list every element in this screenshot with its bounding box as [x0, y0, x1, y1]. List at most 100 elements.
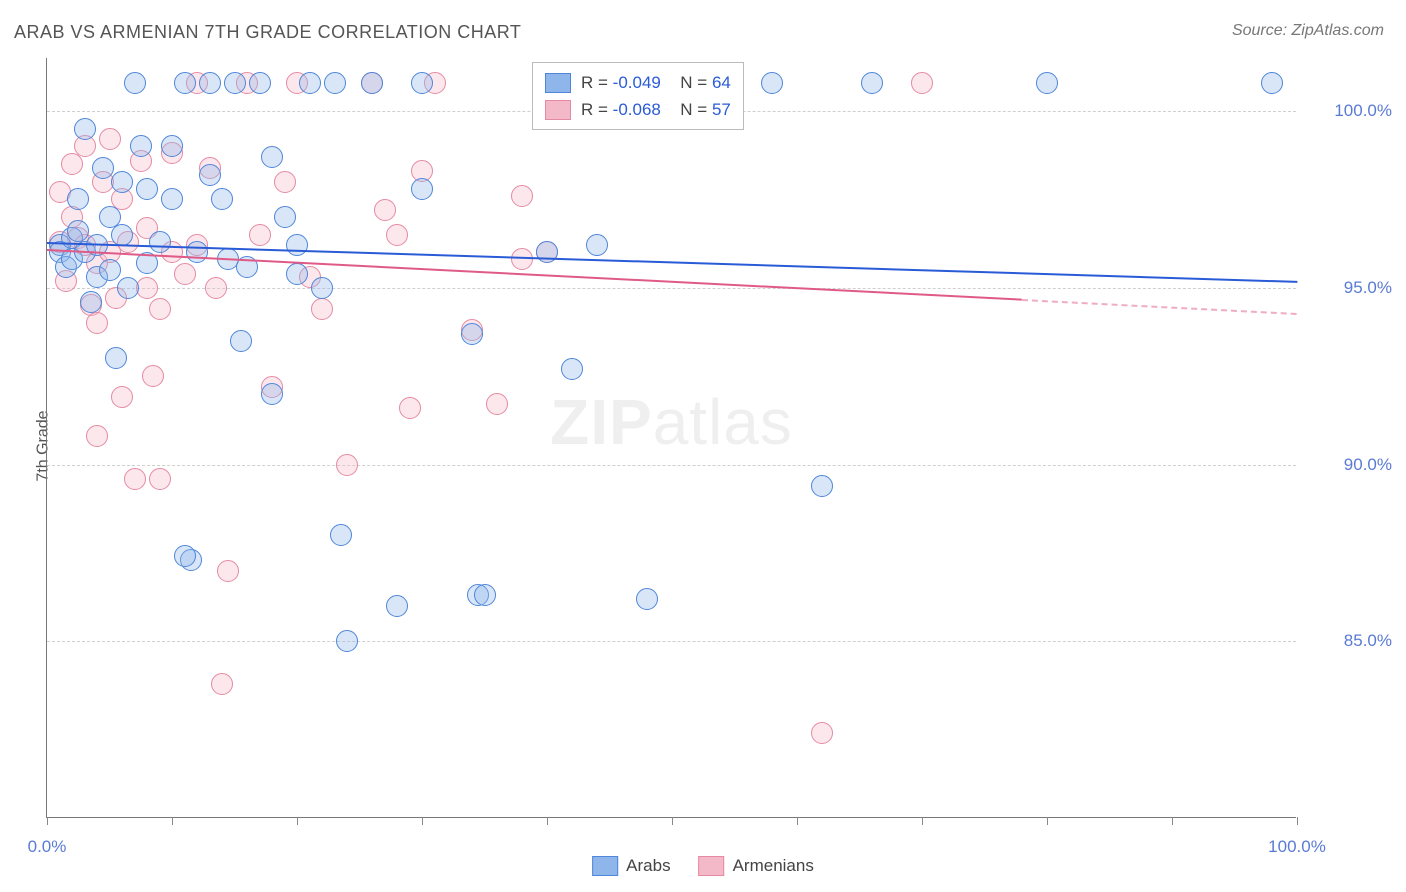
scatter-point — [92, 157, 114, 179]
scatter-point — [211, 673, 233, 695]
scatter-point — [811, 475, 833, 497]
legend-label: Armenians — [733, 856, 814, 876]
legend-stat-row: R = -0.068 N = 57 — [545, 96, 731, 123]
x-tick — [547, 817, 548, 825]
watermark-atlas: atlas — [653, 386, 793, 458]
scatter-point — [230, 330, 252, 352]
scatter-point — [99, 259, 121, 281]
scatter-point — [411, 178, 433, 200]
scatter-point — [399, 397, 421, 419]
scatter-point — [374, 199, 396, 221]
scatter-point — [861, 72, 883, 94]
trend-line — [1022, 299, 1297, 315]
scatter-point — [130, 135, 152, 157]
legend-stat-row: R = -0.049 N = 64 — [545, 69, 731, 96]
legend-label: Arabs — [626, 856, 670, 876]
y-tick-label: 90.0% — [1302, 455, 1392, 475]
gridline-h — [47, 465, 1296, 466]
x-tick-label: 0.0% — [28, 837, 67, 857]
scatter-point — [286, 263, 308, 285]
scatter-point — [461, 323, 483, 345]
y-tick-label: 95.0% — [1302, 278, 1392, 298]
scatter-point — [124, 72, 146, 94]
chart-source: Source: ZipAtlas.com — [1232, 22, 1384, 40]
scatter-point — [249, 72, 271, 94]
scatter-point — [299, 72, 321, 94]
legend-item: Armenians — [699, 856, 814, 876]
scatter-point — [117, 277, 139, 299]
watermark: ZIPatlas — [550, 385, 793, 459]
scatter-point — [67, 188, 89, 210]
scatter-point — [511, 185, 533, 207]
x-tick — [797, 817, 798, 825]
scatter-point — [486, 393, 508, 415]
scatter-point — [224, 72, 246, 94]
y-tick-label: 85.0% — [1302, 631, 1392, 651]
scatter-point — [136, 277, 158, 299]
x-tick-label: 100.0% — [1268, 837, 1326, 857]
scatter-point — [80, 291, 102, 313]
scatter-point — [761, 72, 783, 94]
scatter-point — [336, 454, 358, 476]
scatter-point — [511, 248, 533, 270]
legend-series: Arabs Armenians — [592, 856, 814, 876]
scatter-point — [74, 118, 96, 140]
legend-swatch — [592, 856, 618, 876]
legend-swatch — [545, 73, 571, 93]
scatter-point — [386, 224, 408, 246]
scatter-point — [411, 72, 433, 94]
scatter-point — [311, 298, 333, 320]
x-tick — [297, 817, 298, 825]
scatter-point — [261, 146, 283, 168]
scatter-point — [636, 588, 658, 610]
scatter-point — [911, 72, 933, 94]
scatter-point — [561, 358, 583, 380]
legend-swatch — [699, 856, 725, 876]
scatter-point — [311, 277, 333, 299]
scatter-point — [274, 171, 296, 193]
scatter-point — [261, 383, 283, 405]
plot-area: ZIPatlas 85.0%90.0%95.0%100.0%0.0%100.0% — [46, 58, 1296, 818]
x-tick — [172, 817, 173, 825]
scatter-point — [174, 263, 196, 285]
legend-n-label: N = 57 — [671, 96, 731, 123]
legend-item: Arabs — [592, 856, 670, 876]
watermark-zip: ZIP — [550, 386, 653, 458]
scatter-point — [217, 560, 239, 582]
scatter-point — [161, 135, 183, 157]
scatter-point — [186, 241, 208, 263]
scatter-point — [111, 224, 133, 246]
scatter-point — [536, 241, 558, 263]
scatter-point — [111, 171, 133, 193]
scatter-point — [324, 72, 346, 94]
scatter-point — [386, 595, 408, 617]
scatter-point — [161, 188, 183, 210]
legend-swatch — [545, 100, 571, 120]
scatter-point — [274, 206, 296, 228]
scatter-point — [361, 72, 383, 94]
y-tick-label: 100.0% — [1302, 101, 1392, 121]
scatter-point — [586, 234, 608, 256]
gridline-h — [47, 288, 1296, 289]
scatter-point — [67, 220, 89, 242]
scatter-point — [336, 630, 358, 652]
scatter-point — [111, 386, 133, 408]
scatter-point — [174, 545, 196, 567]
scatter-point — [86, 312, 108, 334]
scatter-point — [286, 234, 308, 256]
scatter-point — [211, 188, 233, 210]
scatter-point — [142, 365, 164, 387]
legend-stats: R = -0.049 N = 64R = -0.068 N = 57 — [532, 62, 744, 130]
legend-n-label: N = 64 — [671, 69, 731, 96]
legend-r-label: R = -0.068 — [581, 96, 661, 123]
scatter-point — [99, 128, 121, 150]
scatter-point — [86, 425, 108, 447]
scatter-point — [330, 524, 352, 546]
scatter-point — [1036, 72, 1058, 94]
scatter-point — [149, 231, 171, 253]
x-tick — [672, 817, 673, 825]
scatter-point — [199, 164, 221, 186]
scatter-point — [205, 277, 227, 299]
scatter-point — [474, 584, 496, 606]
x-tick — [922, 817, 923, 825]
